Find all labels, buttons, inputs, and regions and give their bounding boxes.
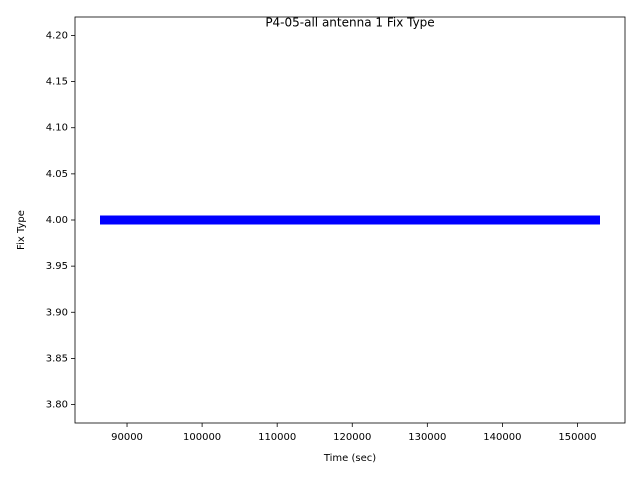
x-tick-label: 130000 [408, 432, 446, 443]
x-tick-label: 100000 [183, 432, 221, 443]
y-tick-label: 4.05 [46, 169, 68, 180]
y-tick-label: 4.20 [46, 30, 68, 41]
y-tick-label: 4.10 [46, 123, 68, 134]
chart-title: P4-05-all antenna 1 Fix Type [265, 16, 434, 30]
y-tick-label: 3.90 [46, 307, 68, 318]
y-axis-label: Fix Type [16, 210, 27, 250]
x-tick-label: 120000 [333, 432, 371, 443]
y-tick-label: 3.95 [46, 261, 68, 272]
y-tick-label: 3.85 [46, 353, 68, 364]
x-tick-label: 90000 [111, 432, 143, 443]
y-tick-label: 3.80 [46, 400, 68, 411]
x-tick-label: 140000 [483, 432, 521, 443]
y-tick-label: 4.00 [46, 215, 68, 226]
y-tick-label: 4.15 [46, 77, 68, 88]
x-tick-label: 110000 [258, 432, 296, 443]
x-tick-label: 150000 [558, 432, 596, 443]
x-axis-label: Time (sec) [323, 453, 376, 464]
